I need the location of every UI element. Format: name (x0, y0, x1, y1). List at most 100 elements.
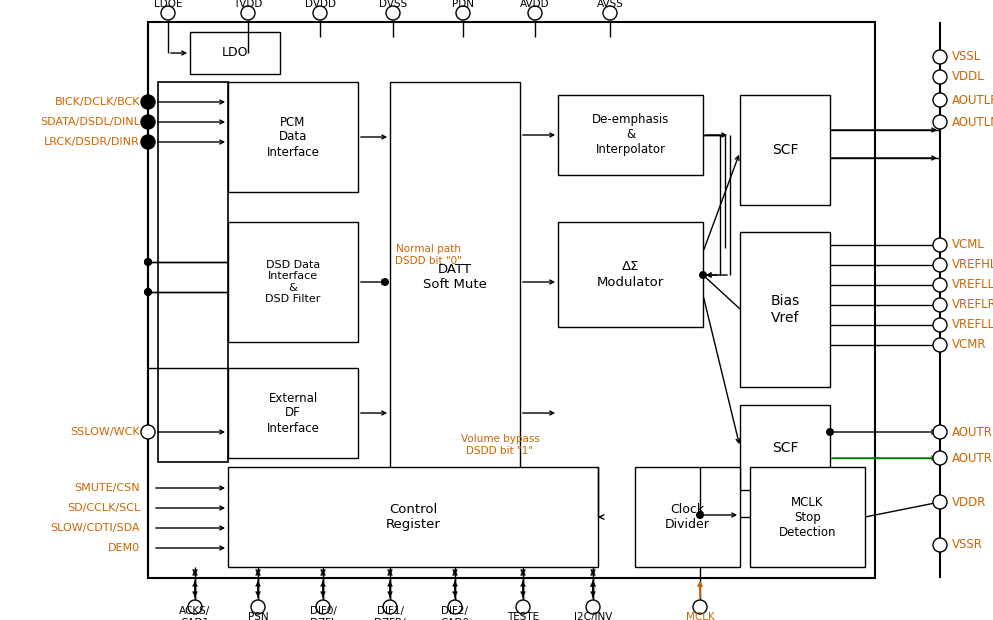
Circle shape (586, 600, 600, 614)
Text: LDO: LDO (221, 46, 248, 60)
Text: DVDD: DVDD (305, 0, 336, 9)
Text: Normal path
DSDD bit "0": Normal path DSDD bit "0" (395, 244, 462, 266)
Bar (558, 222, 703, 327)
Text: VSSR: VSSR (952, 539, 983, 552)
Circle shape (933, 338, 947, 352)
Circle shape (141, 115, 155, 129)
Circle shape (456, 6, 470, 20)
Circle shape (144, 288, 152, 296)
Bar (740, 95, 830, 205)
Text: SMUTE/CSN: SMUTE/CSN (74, 483, 140, 493)
Text: LDOE: LDOE (154, 0, 183, 9)
Text: ΔΣ
Modulator: ΔΣ Modulator (597, 260, 664, 288)
Circle shape (603, 6, 617, 20)
Circle shape (528, 6, 542, 20)
Text: MCLK
Stop
Detection: MCLK Stop Detection (779, 495, 836, 539)
Circle shape (313, 6, 327, 20)
Text: AOUTRN: AOUTRN (952, 451, 993, 464)
Text: DVSS: DVSS (379, 0, 407, 9)
Text: DIF1/
DZFR/: DIF1/ DZFR/ (374, 606, 406, 620)
Circle shape (693, 600, 707, 614)
Text: VREFLL: VREFLL (952, 319, 993, 332)
Bar (190, 32, 280, 74)
Circle shape (826, 428, 834, 436)
Circle shape (933, 298, 947, 312)
Text: TVDD: TVDD (233, 0, 263, 9)
Circle shape (141, 425, 155, 439)
Text: VCMR: VCMR (952, 339, 986, 352)
Text: AVDD: AVDD (520, 0, 550, 9)
Text: PCM
Data
Interface: PCM Data Interface (266, 115, 320, 159)
Text: VREFLL: VREFLL (952, 278, 993, 291)
Circle shape (933, 425, 947, 439)
Text: ACKS/
CAD1: ACKS/ CAD1 (180, 606, 211, 620)
Circle shape (144, 258, 152, 266)
Bar (383, 78, 763, 483)
Text: SD/CCLK/SCL: SD/CCLK/SCL (67, 503, 140, 513)
Text: External
DF
Interface: External DF Interface (266, 391, 320, 435)
Text: VSSL: VSSL (952, 50, 981, 63)
Circle shape (696, 511, 704, 519)
Text: AOUTRP: AOUTRP (952, 425, 993, 438)
Text: DIF2/
CAD0: DIF2/ CAD0 (441, 606, 470, 620)
Text: SLOW/CDTI/SDA: SLOW/CDTI/SDA (51, 523, 140, 533)
Text: SDATA/DSDL/DINL: SDATA/DSDL/DINL (40, 117, 140, 127)
Text: SCF: SCF (772, 143, 798, 157)
Circle shape (383, 600, 397, 614)
Text: PDN: PDN (452, 0, 474, 9)
Text: DIF0/
DZFL: DIF0/ DZFL (310, 606, 337, 620)
Text: MCLK: MCLK (685, 612, 714, 620)
Text: AVSS: AVSS (597, 0, 624, 9)
Circle shape (933, 238, 947, 252)
Circle shape (933, 278, 947, 292)
Text: Bias
Vref: Bias Vref (771, 294, 799, 325)
Bar (158, 82, 228, 462)
Text: SCF: SCF (772, 440, 798, 454)
Text: Volume bypass
DSDD bit "1": Volume bypass DSDD bit "1" (461, 434, 539, 456)
Circle shape (188, 600, 202, 614)
Text: BICK/DCLK/BCK: BICK/DCLK/BCK (55, 97, 140, 107)
Bar (750, 467, 865, 567)
Circle shape (933, 318, 947, 332)
Text: AOUTLP: AOUTLP (952, 94, 993, 107)
Circle shape (448, 600, 462, 614)
Circle shape (141, 135, 155, 149)
Bar (635, 467, 740, 567)
Text: VREFHL: VREFHL (952, 259, 993, 272)
Bar (228, 82, 358, 192)
Bar (558, 95, 703, 175)
Bar (148, 22, 875, 578)
Text: DATT
Soft Mute: DATT Soft Mute (423, 263, 487, 291)
Text: VCML: VCML (952, 239, 985, 252)
Text: AOUTLN: AOUTLN (952, 115, 993, 128)
Circle shape (381, 278, 389, 286)
Circle shape (933, 115, 947, 129)
Bar (740, 405, 830, 490)
Circle shape (241, 6, 255, 20)
Text: LRCK/DSDR/DINR: LRCK/DSDR/DINR (45, 137, 140, 147)
Circle shape (933, 50, 947, 64)
Text: Control
Register: Control Register (385, 503, 441, 531)
Text: VDDR: VDDR (952, 495, 986, 508)
Circle shape (933, 93, 947, 107)
Text: Clock
Divider: Clock Divider (665, 503, 710, 531)
Text: TESTE: TESTE (507, 612, 539, 620)
Circle shape (933, 538, 947, 552)
Text: VREFLR: VREFLR (952, 298, 993, 311)
Circle shape (161, 6, 175, 20)
Circle shape (144, 258, 152, 266)
Circle shape (933, 451, 947, 465)
Bar (740, 232, 830, 387)
Circle shape (516, 600, 530, 614)
Circle shape (251, 600, 265, 614)
Text: PSN: PSN (247, 612, 268, 620)
Text: DEM0: DEM0 (108, 543, 140, 553)
Text: SSLOW/WCK: SSLOW/WCK (71, 427, 140, 437)
Text: De-emphasis
&
Interpolator: De-emphasis & Interpolator (592, 113, 669, 156)
Circle shape (316, 600, 330, 614)
Circle shape (933, 70, 947, 84)
Text: VDDL: VDDL (952, 71, 985, 84)
Bar (228, 368, 358, 458)
Circle shape (141, 95, 155, 109)
Circle shape (386, 6, 400, 20)
